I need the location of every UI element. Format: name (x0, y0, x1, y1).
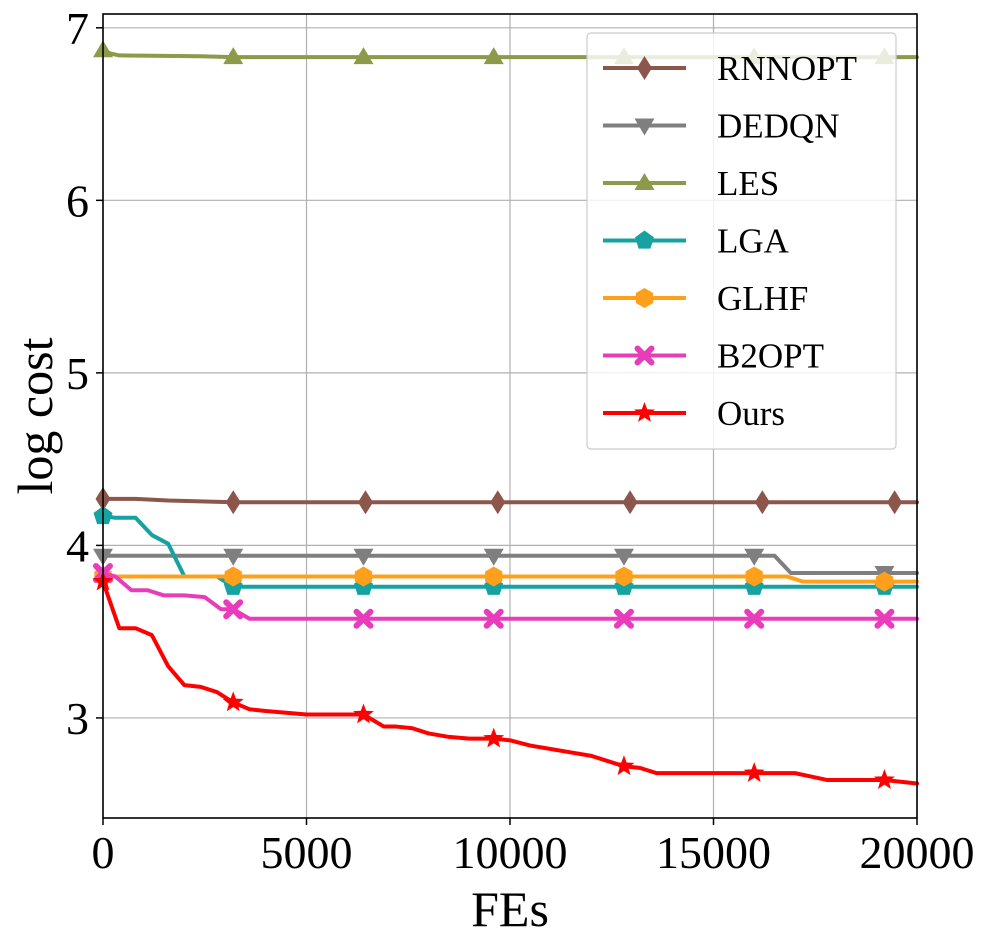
x-tick-label: 15000 (656, 827, 771, 878)
series-line-ours (101, 579, 919, 786)
series-line-dedqn (101, 553, 919, 575)
x-tick-label: 0 (92, 827, 115, 878)
marker-stroke (613, 608, 634, 629)
legend-item-lga: LGA (603, 222, 790, 261)
data-point-glhf (485, 566, 503, 587)
data-point-les (223, 47, 244, 65)
data-point-ours (483, 727, 505, 748)
legend-label-les: LES (717, 164, 779, 203)
marker-stroke (744, 608, 765, 629)
y-tick-label: 7 (66, 3, 89, 54)
data-point-les (353, 47, 374, 65)
data-point-b2opt (613, 608, 634, 629)
legend-label-dedqn: DEDQN (717, 107, 839, 146)
legend-label-b2opt: B2OPT (717, 337, 824, 376)
legend-box (586, 32, 897, 450)
data-point-b2opt (744, 608, 765, 629)
series-line-glhf (101, 574, 919, 584)
legend-label-rnnopt: RNNOPT (717, 49, 857, 88)
data-point-dedqn (483, 548, 504, 566)
legend-item-b2opt: B2OPT (603, 337, 824, 376)
y-tick-label: 4 (66, 520, 89, 571)
data-point-rnnopt (358, 490, 374, 515)
legend-marker-glhf (635, 288, 654, 308)
data-point-dedqn (744, 548, 765, 566)
marker-stroke (874, 608, 895, 629)
legend-marker-rnnopt (637, 56, 652, 80)
legend-item-rnnopt: RNNOPT (603, 49, 857, 88)
legend-marker-dedqn (634, 118, 655, 136)
legend-marker-les (634, 173, 655, 190)
series-dedqn (93, 548, 919, 584)
data-point-les (483, 47, 504, 65)
legend-label-lga: LGA (717, 222, 790, 261)
x-tick-label: 5000 (261, 827, 353, 878)
x-tick-label: 20000 (860, 827, 975, 878)
data-point-ours (743, 762, 765, 783)
series-b2opt (93, 563, 919, 629)
data-point-dedqn (223, 548, 244, 566)
legend-marker-ours (634, 402, 655, 422)
legend-marker-b2opt (634, 345, 655, 366)
data-point-rnnopt (887, 490, 903, 515)
data-point-ours (873, 769, 895, 789)
data-point-ours (222, 691, 244, 712)
legend-item-les: LES (603, 164, 779, 203)
data-point-b2opt (483, 608, 504, 629)
legend-item-glhf: GLHF (603, 279, 808, 318)
data-point-ours (613, 755, 635, 776)
legend-item-ours: Ours (603, 394, 785, 433)
data-point-b2opt (223, 599, 244, 620)
legend-item-dedqn: DEDQN (603, 107, 839, 146)
series-lga (93, 506, 919, 595)
ticks: 0 5000 10000 15000 20000 3 4 5 6 7 (66, 3, 975, 878)
data-point-rnnopt (754, 490, 770, 515)
data-point-ours (353, 703, 374, 724)
data-point-glhf (745, 566, 763, 587)
data-point-dedqn (613, 548, 634, 566)
y-tick-label: 3 (66, 693, 89, 744)
x-tick-label: 10000 (453, 827, 568, 878)
legend: RNNOPT DEDQN LES LGA GLHF B2OPT Ours (586, 32, 897, 450)
data-point-glhf (354, 566, 373, 587)
data-point-b2opt (874, 608, 895, 629)
marker-stroke (353, 608, 374, 629)
marker-stroke (634, 345, 655, 366)
data-point-dedqn (353, 548, 374, 566)
data-point-glhf (875, 571, 894, 592)
marker-stroke (223, 599, 244, 620)
series-line-rnnopt (101, 496, 919, 505)
y-tick-label: 6 (66, 175, 89, 226)
data-point-glhf (224, 566, 242, 587)
data-point-b2opt (353, 608, 374, 629)
data-point-rnnopt (225, 490, 241, 515)
data-point-rnnopt (490, 490, 506, 515)
legend-label-glhf: GLHF (717, 279, 808, 318)
legend-label-ours: Ours (717, 394, 785, 433)
legend-marker-lga (634, 230, 655, 249)
x-axis-label: FEs (471, 881, 549, 937)
marker-stroke (483, 608, 504, 629)
series-rnnopt (95, 486, 919, 515)
data-point-rnnopt (622, 490, 638, 515)
data-point-glhf (615, 566, 633, 587)
y-tick-label: 5 (66, 348, 89, 399)
y-axis-label: log cost (7, 337, 63, 494)
